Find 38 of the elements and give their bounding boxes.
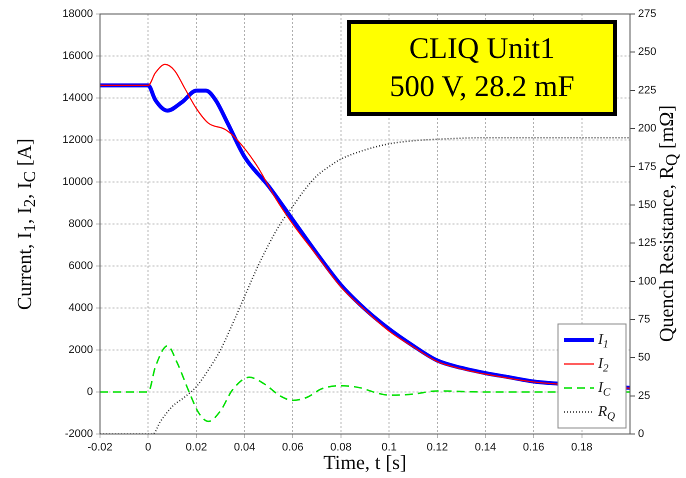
y2-tick-label: 50 [638,352,650,364]
y2-tick-label: 125 [638,237,656,250]
x-tick-label: 0.1 [381,442,397,454]
label-box: CLIQ Unit1 500 V, 28.2 mF [347,20,617,116]
y-tick-label: 18000 [62,8,93,20]
y-tick-label: 10000 [62,176,93,188]
y2-tick-label: 225 [638,84,656,96]
y2-tick-label: 0 [638,428,644,440]
y2-tick-label: 100 [638,275,656,288]
x-tick-label: -0.02 [87,442,113,454]
y-tick-label: 0 [86,386,93,398]
y2-tick-label: 25 [638,390,650,402]
x-tick-label: 0.04 [234,442,256,454]
y-tick-label: 6000 [68,260,93,272]
x-axis-title: Time, t [s] [322,452,408,475]
x-tick-label: 0.18 [571,442,593,454]
y2-tick-label: 75 [638,313,650,326]
x-tick-label: 0.16 [522,442,544,454]
x-tick-label: 0.08 [330,442,352,454]
x-tick-label: 0.12 [426,442,448,454]
y2-tick-label: 175 [638,160,656,173]
y-tick-label: 4000 [68,302,93,314]
x-tick-label: 0 [145,442,152,454]
x-tick-label: 0.06 [282,442,304,454]
y2-tick-label: 200 [638,122,656,135]
annotation: CLIQ Unit1 [408,31,556,67]
y-tick-label: -2000 [64,428,93,440]
y-tick-label: 8000 [68,218,93,230]
x-tick-label: 0.02 [186,442,208,454]
annotation: 500 V, 28.2 mF [388,69,576,105]
y2-tick-label: 275 [638,8,656,20]
y-tick-label: 14000 [62,92,93,104]
y-tick-label: 2000 [68,344,93,356]
y-tick-label: 16000 [62,50,93,62]
y2-tick-label: 250 [638,46,656,58]
y-tick-label: 12000 [62,134,93,146]
y2-tick-label: 150 [638,198,656,211]
x-tick-label: 0.14 [474,442,496,454]
